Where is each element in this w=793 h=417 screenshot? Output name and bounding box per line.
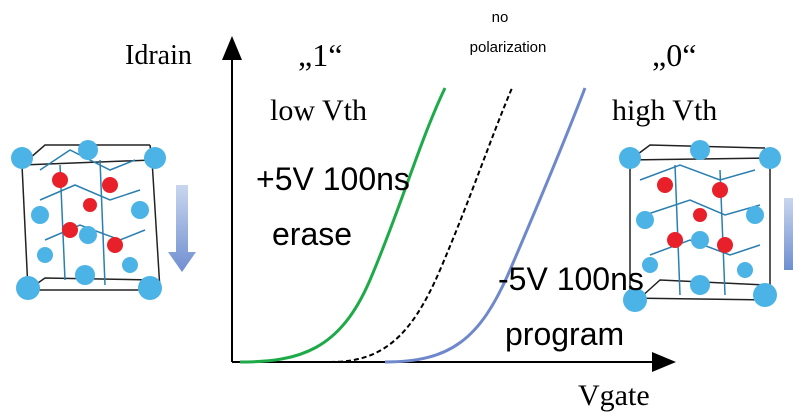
middle-label: no	[492, 9, 509, 26]
operation-label: erase	[272, 216, 352, 252]
y-axis-label: Idrain	[125, 40, 192, 71]
crystal-left	[11, 140, 166, 300]
pulse-label: -5V 100ns	[498, 261, 644, 297]
state-symbol: „1“	[298, 37, 342, 73]
crystal-right	[619, 140, 781, 312]
arrow-down	[168, 185, 196, 272]
pulse-label: +5V 100ns	[256, 161, 410, 197]
middle-label: polarization	[470, 39, 547, 56]
arrow-up	[784, 198, 793, 270]
state-description: high Vth	[612, 94, 717, 127]
curve-high-vth	[384, 87, 587, 364]
state-description: low Vth	[270, 94, 367, 127]
operation-label: program	[505, 316, 624, 352]
curve-low-vth	[239, 87, 447, 364]
x-axis-label: Vgate	[578, 379, 650, 412]
curve-no-polarization	[329, 87, 513, 363]
state-symbol: „0“	[652, 37, 696, 73]
